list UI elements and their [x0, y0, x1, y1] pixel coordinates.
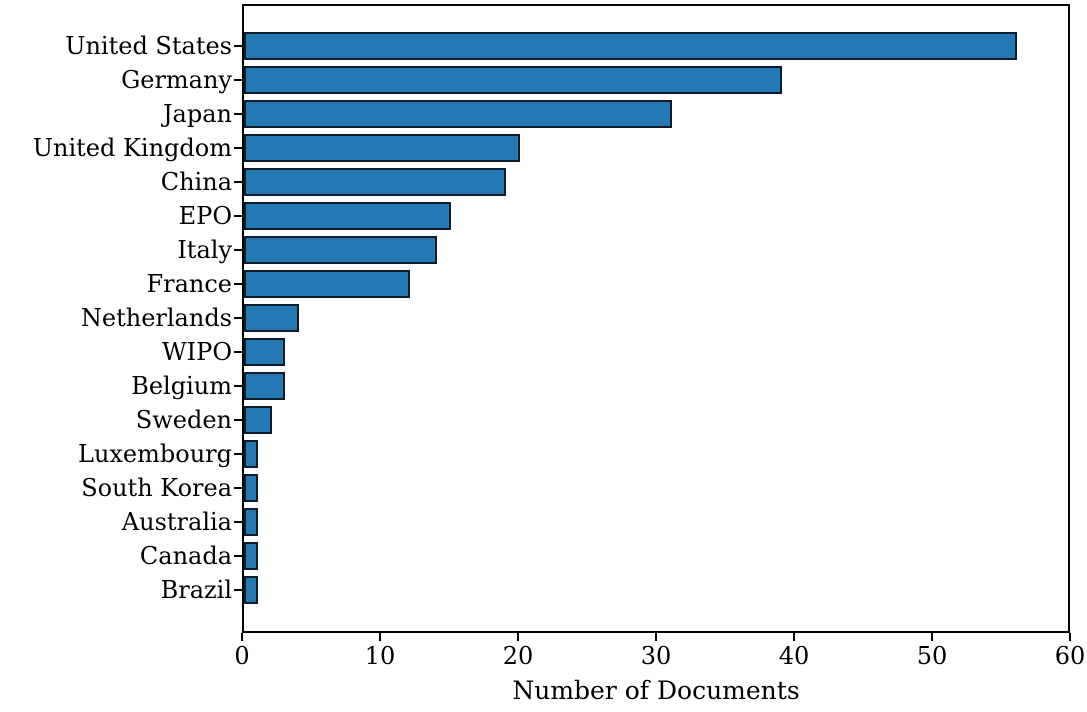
bar-south-korea — [244, 474, 258, 502]
y-tick-mark — [234, 351, 242, 353]
y-tick-label-luxembourg: Luxembourg — [78, 439, 232, 468]
bar-australia — [244, 508, 258, 536]
bar-france — [244, 270, 410, 298]
bar-luxembourg — [244, 440, 258, 468]
y-tick-mark — [234, 45, 242, 47]
y-tick-label-germany: Germany — [121, 65, 232, 94]
x-tick-mark — [931, 633, 933, 641]
bar-united-states — [244, 32, 1017, 60]
bar-japan — [244, 100, 672, 128]
x-tick-label-50: 50 — [916, 642, 948, 670]
x-tick-mark — [379, 633, 381, 641]
x-tick-label-10: 10 — [364, 642, 396, 670]
bar-netherlands — [244, 304, 299, 332]
bar-sweden — [244, 406, 272, 434]
plot-area — [242, 4, 1070, 633]
bar-united-kingdom — [244, 134, 520, 162]
y-tick-mark — [234, 317, 242, 319]
x-tick-mark — [1069, 633, 1071, 641]
y-tick-mark — [234, 283, 242, 285]
y-tick-label-canada: Canada — [139, 541, 232, 570]
x-axis-title: Number of Documents — [512, 676, 800, 705]
x-tick-mark — [517, 633, 519, 641]
y-tick-label-belgium: Belgium — [131, 371, 232, 400]
y-tick-mark — [234, 147, 242, 149]
y-tick-label-sweden: Sweden — [135, 405, 232, 434]
x-tick-label-20: 20 — [502, 642, 534, 670]
y-tick-label-italy: Italy — [177, 235, 232, 264]
y-tick-label-france: France — [146, 269, 232, 298]
y-tick-label-united-kingdom: United Kingdom — [32, 133, 232, 162]
y-tick-mark — [234, 555, 242, 557]
y-tick-mark — [234, 453, 242, 455]
y-tick-mark — [234, 181, 242, 183]
x-tick-label-30: 30 — [640, 642, 672, 670]
x-tick-label-40: 40 — [778, 642, 810, 670]
y-tick-mark — [234, 487, 242, 489]
bar-epo — [244, 202, 451, 230]
bar-wipo — [244, 338, 285, 366]
y-tick-label-brazil: Brazil — [160, 575, 232, 604]
y-tick-label-australia: Australia — [121, 507, 232, 536]
bar-canada — [244, 542, 258, 570]
y-tick-mark — [234, 79, 242, 81]
x-tick-mark — [241, 633, 243, 641]
x-tick-mark — [793, 633, 795, 641]
y-tick-mark — [234, 113, 242, 115]
y-tick-label-china: China — [160, 167, 232, 196]
bar-brazil — [244, 576, 258, 604]
y-tick-mark — [234, 419, 242, 421]
y-tick-label-netherlands: Netherlands — [80, 303, 232, 332]
bar-germany — [244, 66, 782, 94]
bar-china — [244, 168, 506, 196]
y-tick-mark — [234, 215, 242, 217]
bar-belgium — [244, 372, 285, 400]
y-tick-mark — [234, 521, 242, 523]
x-tick-label-0: 0 — [234, 642, 250, 670]
bar-italy — [244, 236, 437, 264]
y-tick-label-epo: EPO — [178, 201, 232, 230]
y-tick-mark — [234, 589, 242, 591]
y-tick-label-wipo: WIPO — [162, 337, 232, 366]
y-tick-mark — [234, 249, 242, 251]
y-tick-label-south-korea: South Korea — [81, 473, 232, 502]
y-tick-label-united-states: United States — [65, 31, 232, 60]
x-tick-mark — [655, 633, 657, 641]
y-tick-mark — [234, 385, 242, 387]
x-tick-label-60: 60 — [1054, 642, 1086, 670]
y-tick-label-japan: Japan — [162, 99, 232, 128]
